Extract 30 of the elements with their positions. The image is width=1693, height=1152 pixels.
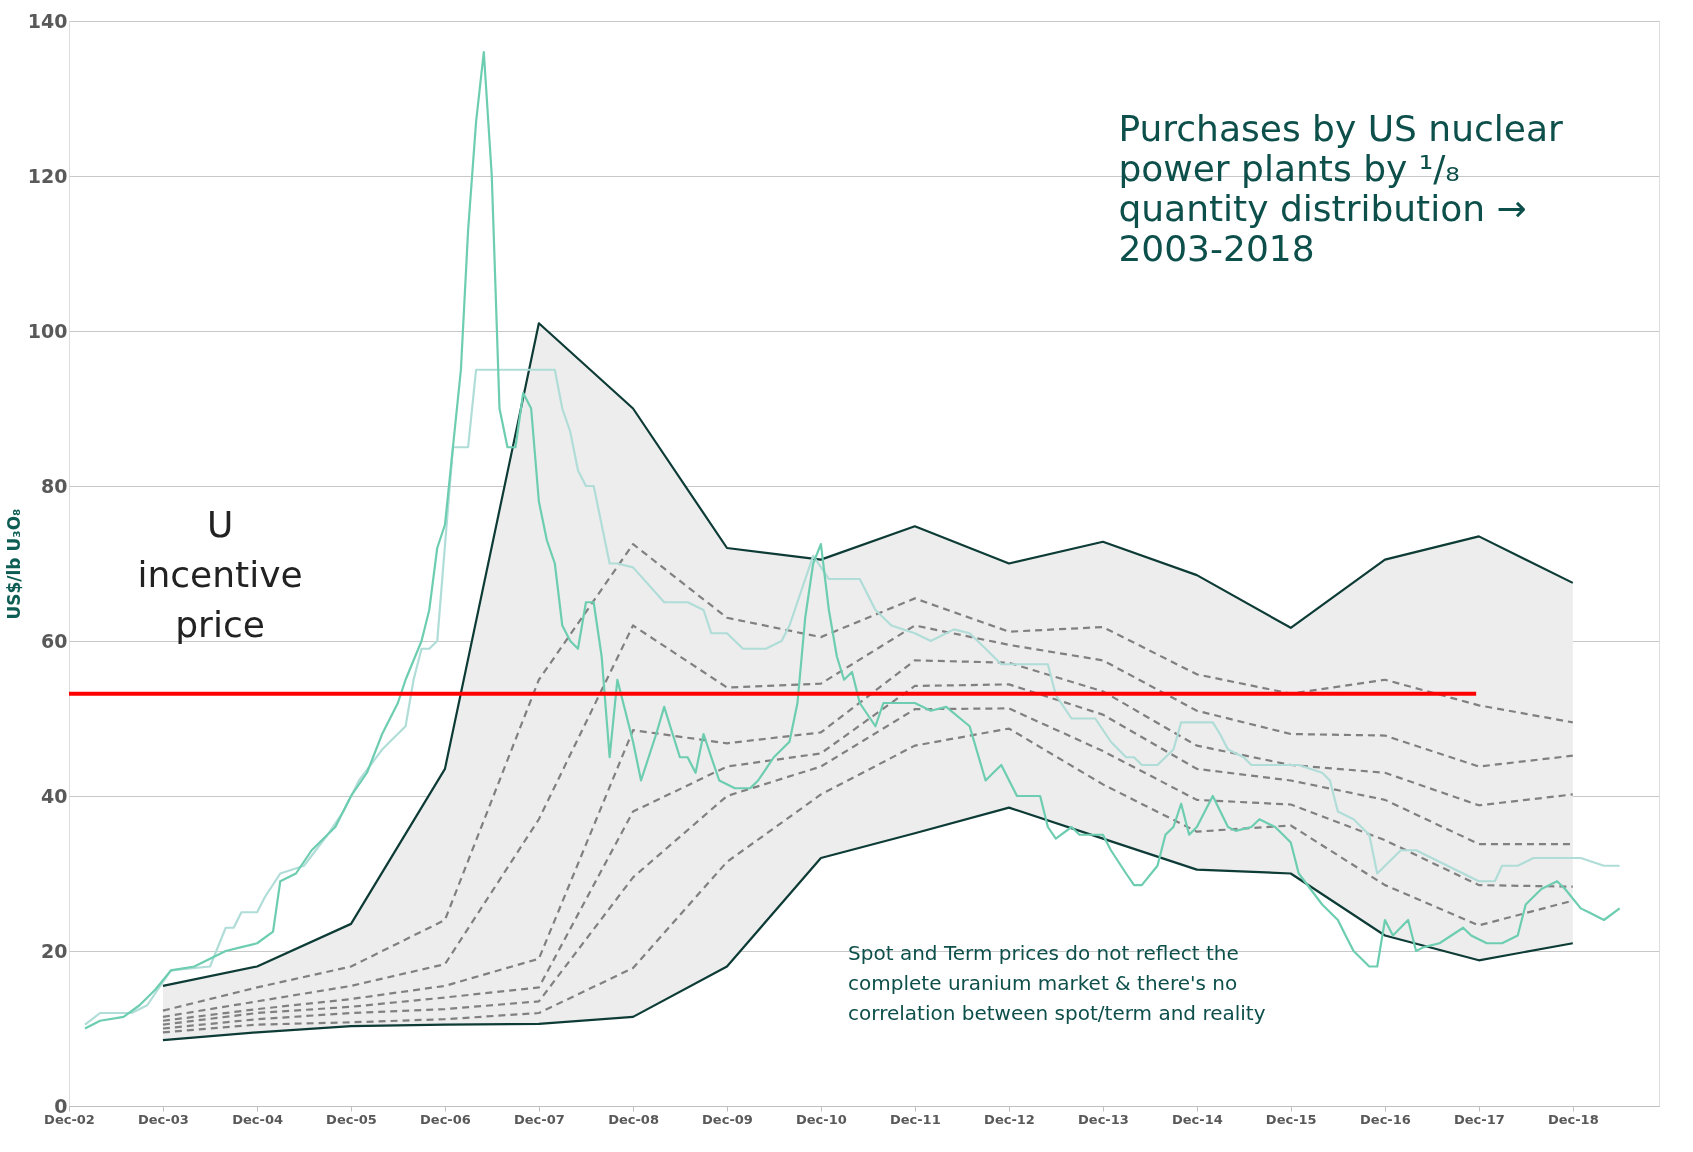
x-tick-label: Dec-07 [513, 1111, 565, 1127]
annotation: Spot and Term prices do not reflect the complete uranium market & there's no correlation between spot/term and reality [848, 941, 1266, 1026]
line-series [83, 50, 1621, 1030]
x-tick-label: Dec-05 [326, 1111, 377, 1127]
line-series [161, 806, 1574, 1042]
x-tick-label: Dec-06 [420, 1111, 471, 1127]
y-tick-label: 40 [41, 784, 68, 807]
x-tick-label: Dec-18 [1547, 1111, 1599, 1127]
y-tick-label: 60 [41, 629, 68, 652]
x-tick-label: Dec-09 [702, 1111, 753, 1127]
x-tick-label: Dec-13 [1078, 1111, 1129, 1127]
y-tick-label: 20 [41, 939, 68, 962]
x-tick-label: Dec-11 [889, 1111, 941, 1127]
x-tick-label: Dec-14 [1171, 1111, 1223, 1127]
y-tick-label: 80 [41, 474, 68, 497]
y-axis-title: US$/lb U₃O₈ [3, 508, 24, 620]
annotation: Purchases by US nuclear power plants by ¹/₈ quantity distribution → 2003-2018 [1118, 107, 1563, 269]
x-tick-label: Dec-10 [795, 1111, 847, 1127]
x-tick-label: Dec-08 [608, 1111, 659, 1127]
ref-line-label: U incentive price [137, 503, 303, 645]
y-tick-label: 140 [27, 9, 68, 32]
x-tick-label: Dec-04 [232, 1111, 284, 1127]
line-series [83, 368, 1621, 1026]
y-tick-label: 100 [27, 319, 68, 342]
x-tick-label: Dec-03 [138, 1111, 189, 1127]
y-tick-label: 120 [27, 164, 68, 187]
x-tick-label: Dec-15 [1265, 1111, 1317, 1127]
x-tick-label: Dec-12 [984, 1111, 1035, 1127]
x-tick-label: Dec-16 [1360, 1111, 1411, 1127]
x-tick-label: Dec-17 [1453, 1111, 1505, 1127]
